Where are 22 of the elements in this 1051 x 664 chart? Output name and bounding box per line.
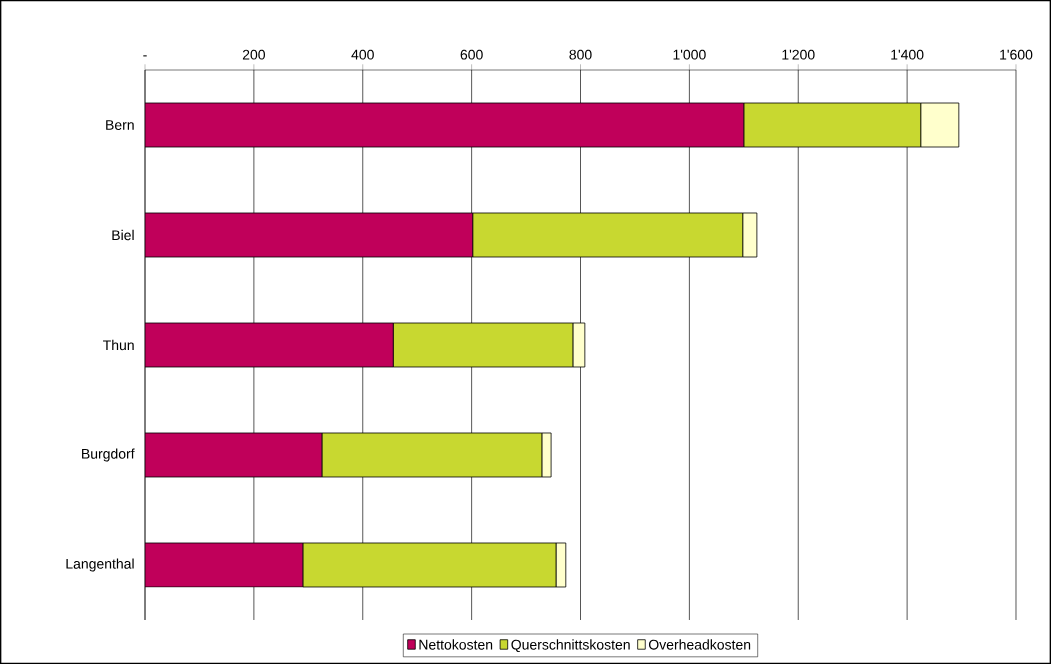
x-tick-label: 1'400: [891, 49, 924, 60]
y-tick-label: Thun: [103, 339, 134, 351]
y-tick-label: Langenthal: [66, 558, 134, 572]
legend-label: Nettokosten: [419, 639, 493, 650]
y-tick-label: Bern: [106, 120, 134, 130]
x-tick-label: 800: [569, 49, 592, 60]
legend-label: Overheadkosten: [648, 639, 751, 650]
x-tick-label: 1'200: [782, 49, 815, 60]
bar: [145, 542, 304, 588]
x-tick-label: 1'000: [673, 49, 706, 60]
x-tick-label: 1'600: [1000, 49, 1033, 60]
x-tick-label: 200: [242, 49, 265, 60]
bar: [145, 432, 323, 478]
x-tick-label: -: [143, 55, 147, 57]
bar: [145, 322, 394, 368]
y-tick-label: Burgdorf: [82, 448, 135, 462]
x-tick-label: 600: [460, 49, 483, 60]
legend-label: Querschnittskosten: [511, 639, 630, 653]
x-tick-label: 400: [351, 49, 374, 60]
bar: [145, 102, 745, 148]
y-tick-label: Biel: [112, 229, 134, 241]
bar: [145, 212, 474, 258]
